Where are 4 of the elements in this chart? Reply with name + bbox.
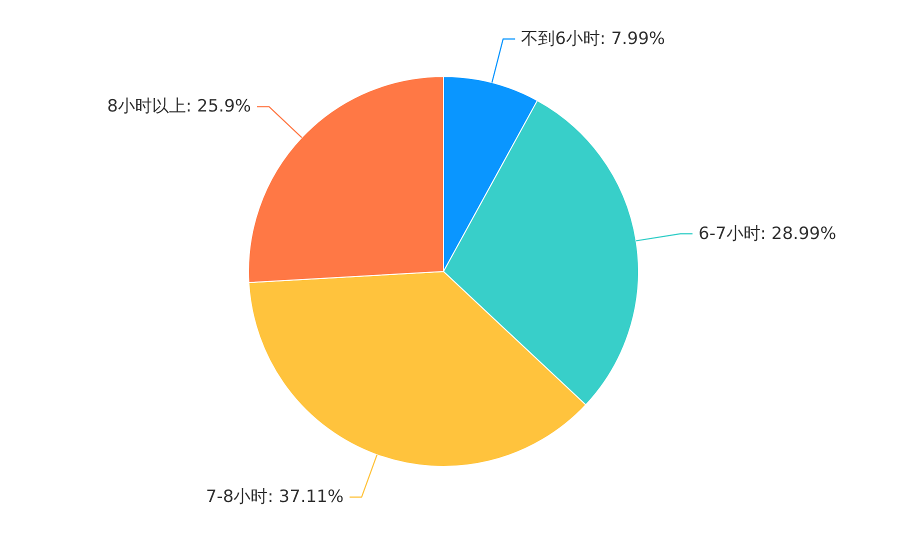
slice-label: 8小时以上: 25.9% — [107, 96, 252, 117]
slice-label: 7-8小时: 37.11% — [206, 487, 344, 508]
slice-label: 6-7小时: 28.99% — [698, 224, 836, 244]
slice-label: 不到6小时: 7.99% — [521, 29, 666, 50]
